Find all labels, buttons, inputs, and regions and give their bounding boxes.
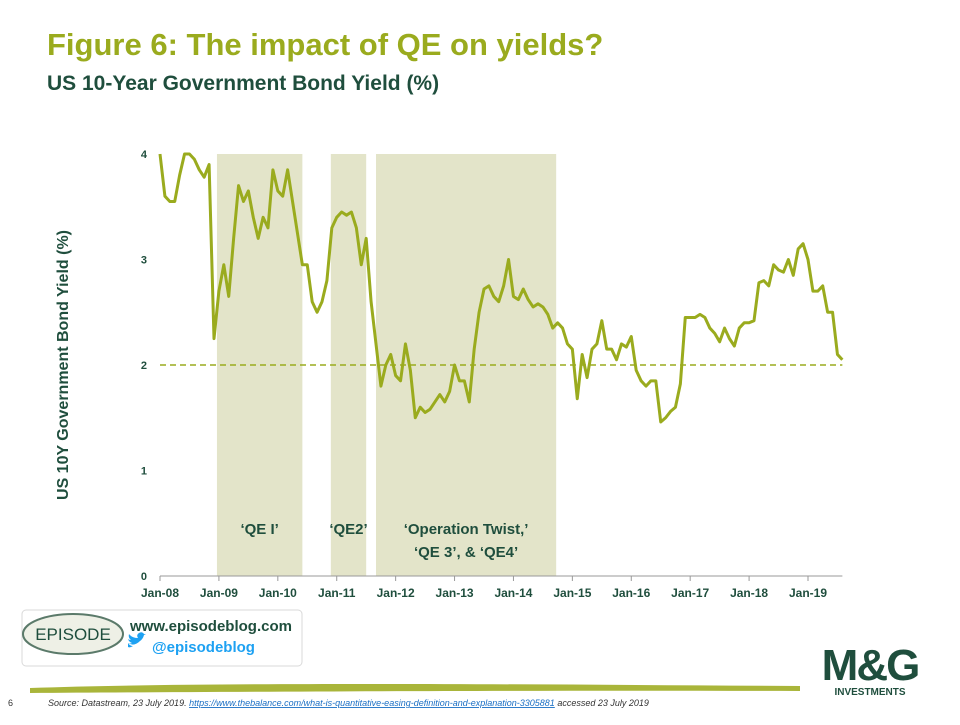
source-text: Source: Datastream, 23 July 2019. bbox=[48, 698, 187, 708]
brand-logo: M&G bbox=[822, 641, 919, 690]
source-link[interactable]: https://www.thebalance.com/what-is-quant… bbox=[189, 698, 555, 708]
subtitle: US 10-Year Government Bond Yield (%) bbox=[47, 72, 439, 95]
yield-line bbox=[158, 152, 844, 424]
x-tick-label: Jan-11 bbox=[318, 586, 356, 600]
x-tick-label: Jan-14 bbox=[494, 586, 532, 600]
x-tick-label: Jan-16 bbox=[612, 586, 650, 600]
x-tick-label: Jan-08 bbox=[141, 586, 179, 600]
x-tick-label: Jan-10 bbox=[259, 586, 297, 600]
episode-site[interactable]: www.episodeblog.com bbox=[129, 618, 292, 635]
x-tick-label: Jan-19 bbox=[789, 586, 827, 600]
y-tick-label: 4 bbox=[141, 149, 148, 161]
brand-sub: INVESTMENTS bbox=[834, 687, 905, 698]
qe-period bbox=[376, 154, 557, 576]
x-tick-label: Jan-12 bbox=[377, 586, 415, 600]
twitter-icon bbox=[128, 632, 146, 648]
y-tick-label: 3 bbox=[141, 255, 147, 267]
x-tick-label: Jan-18 bbox=[730, 586, 768, 600]
y-tick-label: 2 bbox=[141, 360, 147, 372]
episode-logo bbox=[22, 613, 124, 655]
y-tick-label: 0 bbox=[141, 571, 147, 583]
qe-period bbox=[216, 154, 303, 576]
title: Figure 6: The impact of QE on yields? bbox=[47, 27, 603, 62]
page-number: 6 bbox=[8, 698, 13, 708]
y-tick-label: 1 bbox=[141, 466, 147, 478]
qe-label: ‘QE2’ bbox=[329, 521, 367, 538]
brushstroke bbox=[30, 684, 800, 693]
source-accessed: accessed 23 July 2019 bbox=[557, 698, 649, 708]
y-axis-label: US 10Y Government Bond Yield (%) bbox=[55, 230, 72, 500]
episode-twitter[interactable]: @episodeblog bbox=[152, 639, 255, 656]
x-tick-label: Jan-17 bbox=[671, 586, 709, 600]
x-tick-label: Jan-09 bbox=[200, 586, 238, 600]
x-tick-label: Jan-15 bbox=[553, 586, 591, 600]
qe-label: ‘QE 3’, & ‘QE4’ bbox=[414, 544, 518, 561]
qe-label: ‘Operation Twist,’ bbox=[404, 521, 529, 538]
source: Source: Datastream, 23 July 2019. https:… bbox=[48, 698, 649, 708]
x-tick-label: Jan-13 bbox=[436, 586, 474, 600]
episode-logo-text: EPISODE bbox=[35, 625, 111, 644]
qe-label: ‘QE I’ bbox=[240, 521, 278, 538]
